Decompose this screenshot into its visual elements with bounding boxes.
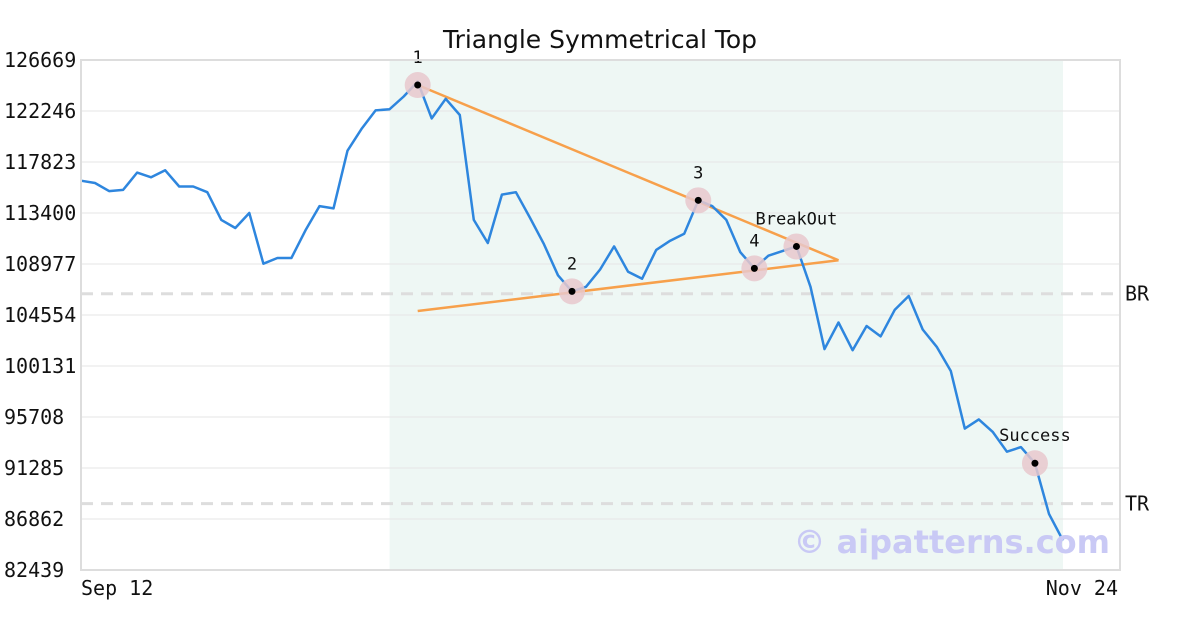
- marker-label-4: 4: [749, 231, 759, 251]
- plot-frame: [80, 59, 1121, 571]
- y-tick-label: 113400: [4, 201, 76, 225]
- reference-label-br: BR: [1125, 282, 1150, 306]
- marker-dot-success: [1031, 459, 1039, 467]
- watermark: © aipatterns.com: [793, 523, 1110, 561]
- y-tick-label: 126669: [4, 48, 76, 72]
- marker-label-1: 1: [413, 48, 423, 68]
- y-tick-label: 122246: [4, 99, 76, 123]
- reference-label-tr: TR: [1125, 492, 1150, 516]
- y-tick-label: 100131: [4, 354, 76, 378]
- y-tick-label: 91285: [4, 456, 64, 480]
- marker-label-success: Success: [999, 426, 1071, 446]
- marker-label-breakout: BreakOut: [756, 209, 838, 229]
- marker-dot-4: [750, 264, 758, 272]
- chart-title: Triangle Symmetrical Top: [442, 25, 757, 54]
- trendlines: [417, 83, 840, 313]
- marker-label-3: 3: [693, 163, 703, 183]
- y-tick-label: 86862: [4, 507, 64, 531]
- y-tick-label: 108977: [4, 252, 76, 276]
- x-tick-label-start: Sep 12: [81, 576, 153, 600]
- upper-trendline: [417, 83, 840, 262]
- marker-dot-breakout: [792, 242, 800, 250]
- marker-dot-2: [568, 287, 576, 295]
- marker-label-2: 2: [567, 254, 577, 274]
- x-tick-label-end: Nov 24: [1046, 576, 1118, 600]
- marker-dot-1: [414, 81, 422, 89]
- y-tick-label: 117823: [4, 150, 76, 174]
- y-tick-label: 82439: [4, 558, 64, 582]
- y-tick-label: 95708: [4, 405, 64, 429]
- lower-trendline: [417, 259, 839, 313]
- marker-dot-3: [694, 196, 702, 204]
- y-tick-label: 104554: [4, 303, 76, 327]
- y-axis-ticks: 82439 86862 91285 95708 100131 104554 108977 11…: [4, 48, 76, 582]
- reference-lines: BR TR: [81, 282, 1150, 516]
